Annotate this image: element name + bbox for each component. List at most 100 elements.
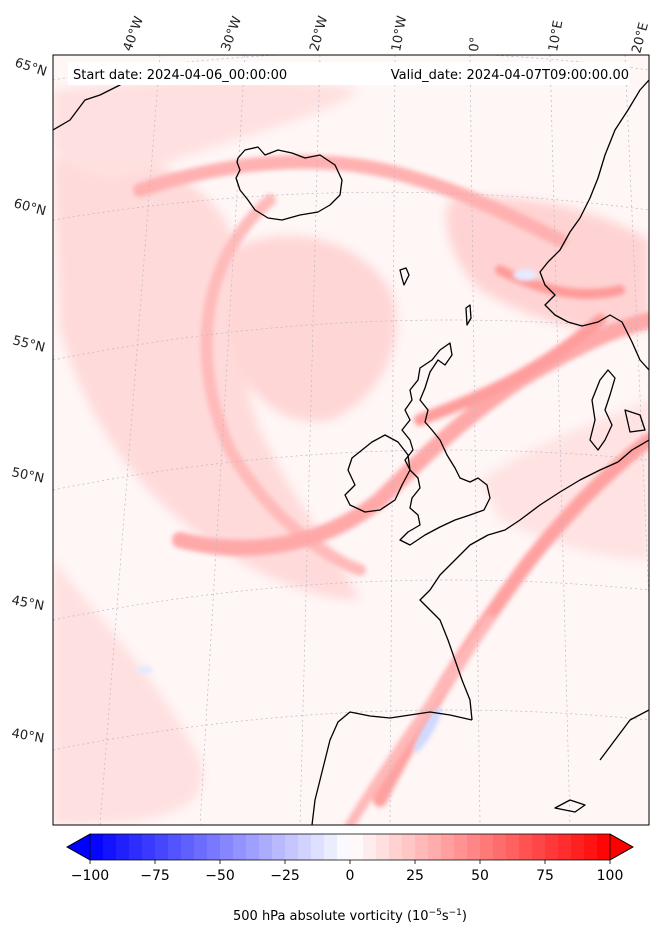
- vorticity-area-northeast: [446, 197, 649, 333]
- colorbar-segment: [181, 834, 195, 860]
- coastline-scandinavia: [539, 79, 649, 371]
- vorticity-band-northsea: [414, 314, 606, 426]
- colorbar: −100 −75 −50 −25 0 25 50 75 100 500 hPa absolute…: [66, 833, 634, 924]
- colorbar-segment: [519, 834, 533, 860]
- coastline-faroe: [399, 267, 410, 286]
- lat-label: 50°N: [10, 465, 45, 486]
- coastline-shetland: [465, 304, 472, 326]
- colorbar-segment: [324, 834, 338, 860]
- lon-label: 30°W: [219, 14, 245, 53]
- colorbar-tick-label: −75: [140, 868, 170, 884]
- lat-label: 40°N: [10, 726, 45, 746]
- colorbar-segment: [272, 834, 286, 860]
- colorbar-tick-label: 75: [536, 868, 554, 884]
- colorbar-segment: [259, 834, 273, 860]
- colorbar-segment: [90, 834, 104, 860]
- colorbar-segment: [532, 834, 546, 860]
- vorticity-area-central: [230, 235, 397, 422]
- vorticity-field: [53, 78, 649, 825]
- colorbar-segment: [415, 834, 429, 860]
- colorbar-segment: [298, 834, 312, 860]
- coastline-mediterranean: [554, 709, 649, 813]
- coastline-france: [419, 534, 489, 721]
- lon-label: 10°W: [389, 15, 410, 53]
- vorticity-min-atlantic: [137, 666, 153, 674]
- vorticity-min-iberia: [414, 707, 442, 753]
- colorbar-segment: [311, 834, 325, 860]
- colorbar-tick-label: 25: [406, 868, 424, 884]
- colorbar-segment: [350, 834, 364, 860]
- coastline-baltic: [624, 409, 646, 433]
- colorbar-segment: [441, 834, 455, 860]
- colorbar-segment: [363, 834, 377, 860]
- colorbar-segment: [493, 834, 507, 860]
- lon-label: 0°: [467, 36, 483, 52]
- colorbar-segment: [103, 834, 117, 860]
- lat-label: 65°N: [13, 56, 49, 80]
- colorbar-tick-label: 0: [346, 868, 355, 884]
- colorbar-segment: [506, 834, 520, 860]
- vorticity-band-north: [133, 154, 567, 247]
- colorbar-segment: [558, 834, 572, 860]
- latitude-labels: 65°N 60°N 55°N 50°N 45°N 40°N: [10, 56, 48, 747]
- colorbar-segment: [116, 834, 130, 860]
- vorticity-min-norway: [513, 269, 537, 281]
- start-date-label: Start date: 2024-04-06_00:00:00: [73, 68, 287, 83]
- colorbar-segment: [207, 834, 221, 860]
- map-frame: [52, 54, 650, 826]
- lon-label: 20°E: [629, 21, 652, 55]
- map-panel: Start date: 2024-04-06_00:00:00 Valid_da…: [52, 54, 650, 826]
- colorbar-segment: [402, 834, 416, 860]
- lat-label: 60°N: [12, 196, 48, 219]
- colorbar-segment: [584, 834, 598, 860]
- colorbar-tick-label: 50: [471, 868, 489, 884]
- vorticity-area-northwest: [53, 78, 360, 179]
- colorbar-segments: [90, 834, 611, 860]
- lon-label: 40°W: [121, 14, 147, 53]
- vorticity-band-trough-2: [345, 615, 495, 825]
- colorbar-segment: [129, 834, 143, 860]
- colorbar-segment: [454, 834, 468, 860]
- colorbar-segment: [285, 834, 299, 860]
- colorbar-segment: [233, 834, 247, 860]
- colorbar-segment: [337, 834, 351, 860]
- colorbar-tick-label: 100: [597, 868, 624, 884]
- vorticity-area-east: [480, 400, 649, 560]
- colorbar-segment: [376, 834, 390, 860]
- colorbar-segment: [545, 834, 559, 860]
- colorbar-segment: [389, 834, 403, 860]
- coastline-continent: [487, 439, 649, 536]
- colorbar-ticks: −100 −75 −50 −25 0 25 50 75 100: [71, 860, 624, 884]
- lat-label: 45°N: [10, 593, 45, 614]
- colorbar-segment: [467, 834, 481, 860]
- colorbar-tick-label: −25: [270, 868, 300, 884]
- colorbar-title: 500 hPa absolute vorticity (10−5s−1): [233, 908, 467, 924]
- colorbar-segment: [155, 834, 169, 860]
- colorbar-segment: [428, 834, 442, 860]
- lat-label: 55°N: [11, 333, 46, 355]
- coastline-iceland: [235, 146, 343, 221]
- coastline-iberia: [311, 711, 473, 825]
- colorbar-extend-min: [66, 833, 91, 861]
- colorbar-segment: [246, 834, 260, 860]
- colorbar-segment: [142, 834, 156, 860]
- vorticity-band-arc: [200, 194, 366, 576]
- coastlines: [53, 79, 649, 825]
- valid-date-label: Valid_date: 2024-04-07T09:00:00.00: [391, 68, 629, 83]
- vorticity-area-southwest: [53, 560, 203, 825]
- colorbar-segment: [571, 834, 585, 860]
- colorbar-segment: [220, 834, 234, 860]
- lon-label: 10°E: [546, 19, 566, 52]
- colorbar-segment: [168, 834, 182, 860]
- vorticity-band-jet: [172, 312, 649, 556]
- colorbar-extend-max: [609, 833, 634, 861]
- coastline-britain: [399, 342, 491, 546]
- colorbar-segment: [597, 834, 611, 860]
- longitude-labels: 40°W 30°W 20°W 10°W 0° 10°E 20°E: [121, 14, 652, 55]
- colorbar-segment: [480, 834, 494, 860]
- colorbar-segment: [194, 834, 208, 860]
- colorbar-tick-label: −50: [205, 868, 235, 884]
- coastline-ireland: [344, 434, 411, 513]
- header-box: [68, 62, 630, 85]
